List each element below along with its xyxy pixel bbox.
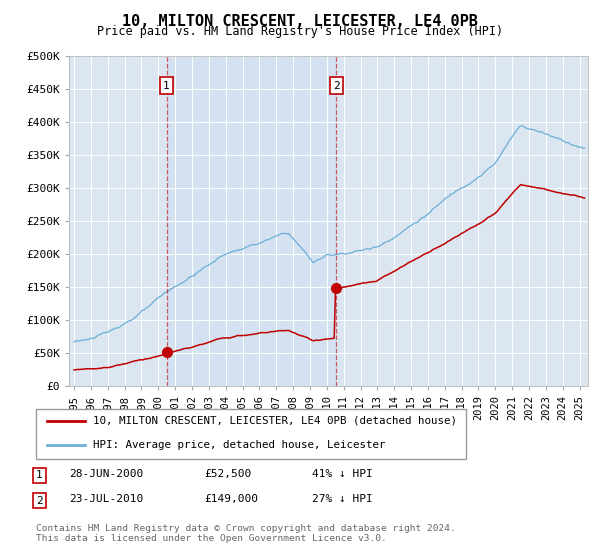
Text: 1: 1	[36, 470, 43, 480]
Text: 41% ↓ HPI: 41% ↓ HPI	[312, 469, 373, 479]
FancyBboxPatch shape	[35, 409, 466, 459]
Text: 28-JUN-2000: 28-JUN-2000	[69, 469, 143, 479]
Text: 2: 2	[36, 496, 43, 506]
Text: £149,000: £149,000	[204, 494, 258, 504]
Text: 23-JUL-2010: 23-JUL-2010	[69, 494, 143, 504]
Text: 10, MILTON CRESCENT, LEICESTER, LE4 0PB: 10, MILTON CRESCENT, LEICESTER, LE4 0PB	[122, 14, 478, 29]
Text: £52,500: £52,500	[204, 469, 251, 479]
Text: Contains HM Land Registry data © Crown copyright and database right 2024.
This d: Contains HM Land Registry data © Crown c…	[36, 524, 456, 543]
Text: 1: 1	[163, 81, 170, 91]
Text: 2: 2	[333, 81, 340, 91]
Text: 10, MILTON CRESCENT, LEICESTER, LE4 0PB (detached house): 10, MILTON CRESCENT, LEICESTER, LE4 0PB …	[94, 416, 457, 426]
Text: Price paid vs. HM Land Registry's House Price Index (HPI): Price paid vs. HM Land Registry's House …	[97, 25, 503, 38]
Text: 27% ↓ HPI: 27% ↓ HPI	[312, 494, 373, 504]
Bar	[167, 56, 336, 386]
Text: HPI: Average price, detached house, Leicester: HPI: Average price, detached house, Leic…	[94, 440, 386, 450]
